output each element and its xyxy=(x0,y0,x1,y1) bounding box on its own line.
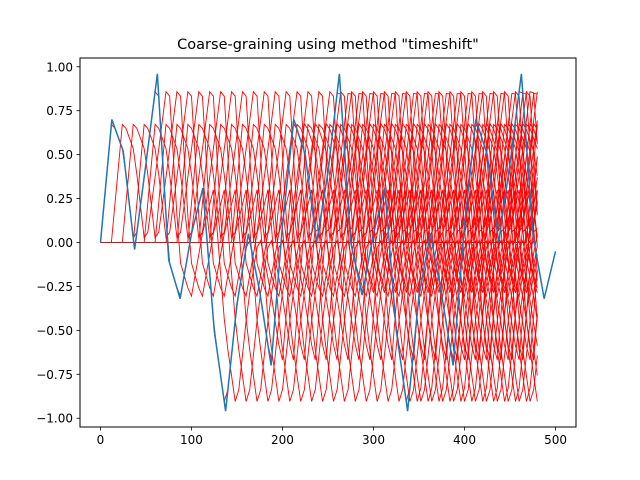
x-axis: 0 100 200 300 400 500 xyxy=(97,427,567,447)
x-tick-label: 0 xyxy=(97,433,105,447)
y-tick-label: −0.25 xyxy=(36,280,73,294)
shift-line xyxy=(100,90,538,402)
series-layer xyxy=(99,73,557,412)
chart-title: Coarse-graining using method "timeshift" xyxy=(177,37,479,53)
x-tick-label: 100 xyxy=(180,433,203,447)
y-tick-label: 1.00 xyxy=(46,60,73,74)
y-tick-label: 0.75 xyxy=(46,104,73,118)
shift-line xyxy=(100,90,538,402)
series-line xyxy=(99,73,557,412)
shift-line xyxy=(100,90,538,402)
y-tick-label: −1.00 xyxy=(36,412,73,426)
y-tick-label: 0.50 xyxy=(46,148,73,162)
coarse-grain-lines xyxy=(100,90,538,402)
x-tick-label: 200 xyxy=(271,433,294,447)
shift-line xyxy=(100,90,538,402)
y-tick-label: 0.25 xyxy=(46,192,73,206)
y-axis: −1.00 −0.75 −0.50 −0.25 0.00 0.25 0.50 0.75 1.00 xyxy=(36,60,80,426)
shift-line xyxy=(100,124,538,243)
x-tick-label: 400 xyxy=(453,433,476,447)
y-tick-label: −0.75 xyxy=(36,368,73,382)
y-tick-label: 0.00 xyxy=(46,236,73,250)
x-tick-label: 500 xyxy=(544,433,567,447)
x-tick-label: 300 xyxy=(362,433,385,447)
y-tick-label: −0.50 xyxy=(36,324,73,338)
